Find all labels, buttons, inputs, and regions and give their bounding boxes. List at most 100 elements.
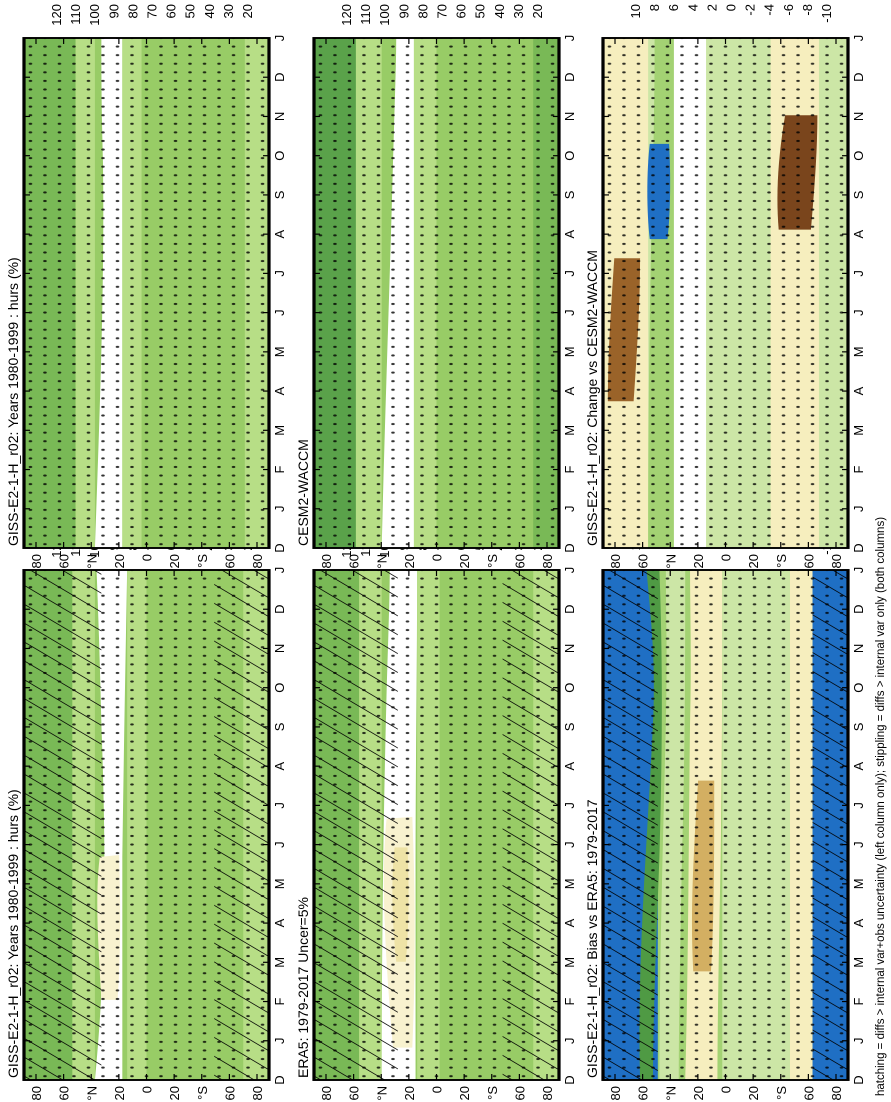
month-tick-label: M (562, 425, 577, 436)
panel-4-colorbar: 120 110 100 90 80 70 60 50 40 30 20 (339, 4, 545, 26)
month-tick-label: A (562, 761, 577, 770)
panel-6-colorbar: 10 8 6 4 2 0 -2 -4 -6 -8 -10 (628, 4, 834, 23)
colorbar-tick-label: 100 (87, 4, 102, 26)
panel-3-title: ERA5: 1979-2017 Uncer=5% (295, 897, 311, 1078)
panel-2-title: GISS-E2-1-H_r02: Years 1980-1999 : hurs … (5, 257, 21, 546)
month-tick-label: F (851, 466, 866, 474)
latitude-tick-label: 0 (719, 1086, 734, 1093)
month-tick-label: J (851, 1038, 866, 1045)
month-tick-label: D (851, 73, 866, 82)
panel-1-map (22, 569, 271, 1081)
month-tick-label: N (272, 112, 287, 121)
month-tick-label: M (851, 346, 866, 357)
month-tick-label: S (272, 190, 287, 199)
latitude-tick-label: 80 (319, 1086, 334, 1100)
latitude-tick-label: 80 (319, 554, 334, 568)
month-tick-label: O (562, 151, 577, 161)
latitude-tick-label: °S (774, 554, 789, 568)
latitude-tick-label: 0 (140, 554, 155, 561)
month-tick-label: D (272, 543, 287, 552)
month-tick-label: O (272, 683, 287, 693)
latitude-tick-label: 60 (636, 554, 651, 568)
month-tick-label: A (851, 229, 866, 238)
latitude-tick-label: 0 (719, 554, 734, 561)
month-tick-label: J (272, 506, 287, 513)
colorbar-tick-label: 4 (685, 4, 700, 11)
month-tick-label: M (272, 878, 287, 889)
month-tick-label: J (562, 270, 577, 277)
colorbar-tick-label: 50 (183, 4, 198, 18)
latitude-tick-label: °S (774, 1086, 789, 1100)
month-tick-label: M (562, 346, 577, 357)
colorbar-tick-label: 110 (358, 4, 373, 25)
latitude-tick-label: 60 (222, 554, 237, 568)
colorbar-tick-label: -4 (762, 4, 777, 16)
colorbar-tick-label: -2 (743, 4, 758, 16)
month-tick-label: A (851, 918, 866, 927)
month-tick-label: J (562, 567, 577, 574)
latitude-tick-label: 60 (57, 1086, 72, 1100)
colorbar-tick-label: 20 (530, 4, 545, 18)
latitude-tick-label: 20 (167, 1086, 182, 1100)
colorbar-tick-label: -8 (800, 4, 815, 16)
month-tick-label: N (562, 644, 577, 653)
latitude-tick-label: °N (663, 554, 678, 569)
latitude-tick-label: 20 (457, 1086, 472, 1100)
month-tick-label: J (851, 35, 866, 42)
figure-footer: hatching = diffs > internal var+obs unce… (875, 517, 887, 1096)
month-tick-label: S (851, 190, 866, 199)
month-tick-label: M (272, 425, 287, 436)
month-tick-label: N (851, 112, 866, 121)
latitude-tick-label: 20 (691, 554, 706, 568)
latitude-tick-label: °N (374, 554, 389, 569)
month-tick-label: S (562, 722, 577, 731)
panel-1: GISS-E2-1-H_r02: Years 1980-1999 : hurs … (5, 499, 287, 1101)
month-tick-label: A (272, 918, 287, 927)
month-tick-label: M (851, 878, 866, 889)
latitude-tick-label: 60 (512, 1086, 527, 1100)
latitude-tick-label: 0 (140, 1086, 155, 1093)
month-tick-label: J (562, 35, 577, 42)
month-tick-label: S (272, 722, 287, 731)
panel-5-map (601, 569, 850, 1081)
month-tick-label: A (272, 761, 287, 770)
panel-4: CESM2-WACCM D J F M A M J J A S O N D J 80 60 °N 20 0 20 °S 6… (295, 4, 577, 569)
month-tick-label: A (272, 229, 287, 238)
month-tick-label: S (851, 722, 866, 731)
latitude-tick-label: 60 (347, 554, 362, 568)
month-tick-label: M (851, 425, 866, 436)
latitude-tick-label: 0 (430, 554, 445, 561)
latitude-tick-label: 60 (347, 1086, 362, 1100)
colorbar-tick-label: 100 (377, 4, 392, 26)
colorbar-tick-label: 20 (240, 4, 255, 18)
colorbar-tick-label: 60 (454, 4, 469, 18)
month-tick-label: N (272, 644, 287, 653)
month-tick-label: J (851, 802, 866, 809)
colorbar-tick-label: 120 (339, 4, 354, 26)
month-tick-label: A (272, 386, 287, 395)
colorbar-tick-label: -6 (781, 4, 796, 16)
month-tick-label: M (272, 957, 287, 968)
month-tick-label: J (562, 506, 577, 513)
latitude-tick-label: °S (485, 1086, 500, 1100)
panel-3-map (312, 569, 561, 1081)
month-tick-label: J (851, 841, 866, 848)
panel-3: ERA5: 1979-2017 Uncer=5% DJFMAMJJASONDJ8… (295, 499, 577, 1101)
month-tick-label: F (562, 998, 577, 1006)
latitude-tick-label: 80 (829, 1086, 844, 1100)
month-tick-label: J (851, 309, 866, 316)
latitude-tick-label: °N (374, 1086, 389, 1101)
latitude-tick-label: 80 (540, 1086, 555, 1100)
colorbar-tick-label: 50 (473, 4, 488, 18)
month-tick-label: J (272, 802, 287, 809)
panel-4-title: CESM2-WACCM (295, 439, 311, 546)
month-tick-label: D (851, 1075, 866, 1084)
latitude-tick-label: 20 (691, 1086, 706, 1100)
colorbar-tick-label: 60 (164, 4, 179, 18)
latitude-tick-label: °N (84, 554, 99, 569)
month-tick-label: N (851, 644, 866, 653)
latitude-tick-label: 20 (746, 1086, 761, 1100)
month-tick-label: D (272, 605, 287, 614)
colorbar-tick-label: 70 (145, 4, 160, 18)
